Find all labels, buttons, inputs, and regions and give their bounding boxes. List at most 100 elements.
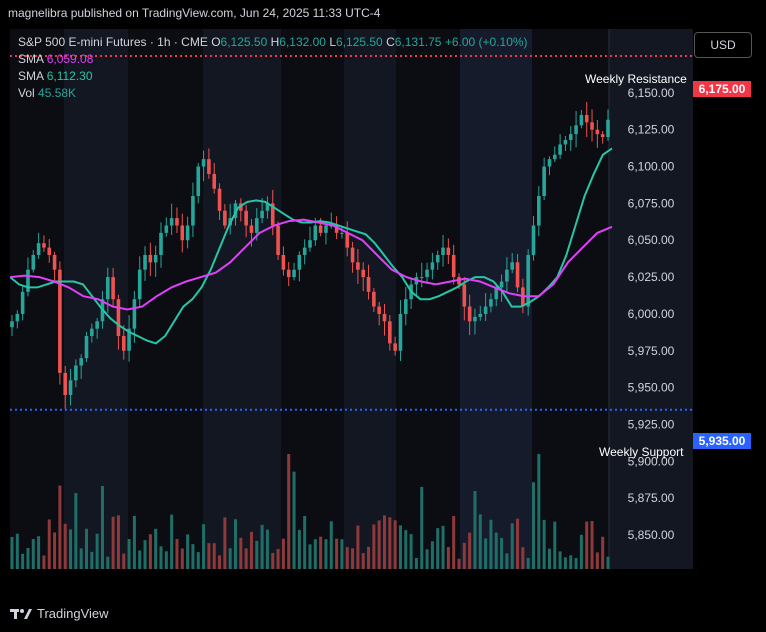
session-band: [532, 29, 610, 569]
volume-bar: [127, 539, 131, 569]
candle-body: [441, 247, 445, 255]
candle-body: [356, 262, 360, 270]
volume-bar: [308, 544, 312, 569]
volume-bar: [297, 529, 301, 569]
candle-body: [164, 225, 169, 233]
volume-bar: [409, 534, 413, 569]
candle-body: [84, 336, 89, 359]
volume-bar: [148, 534, 152, 569]
candle-body: [95, 321, 99, 329]
candle-body: [15, 313, 20, 322]
candle-body: [435, 254, 440, 263]
currency-button[interactable]: USD: [694, 32, 752, 58]
volume-bar: [164, 551, 168, 569]
candle-body: [265, 203, 270, 211]
candle-body: [473, 316, 477, 322]
candle-body: [403, 299, 408, 314]
volume-bar: [292, 471, 296, 569]
tradingview-footer[interactable]: TradingView: [10, 606, 109, 621]
volume-bar: [388, 517, 392, 569]
volume-bar: [31, 539, 35, 569]
published-by: magnelibra published on TradingView.com,…: [8, 6, 381, 20]
volume-bar: [500, 537, 504, 569]
legend-sma-slow[interactable]: SMA 6,059.08: [18, 52, 94, 66]
candle-body: [79, 358, 83, 366]
candle-body: [537, 196, 541, 226]
symbol-name[interactable]: S&P 500 E-mini Futures · 1h · CME: [18, 35, 208, 49]
weekly-resistance-price-tag: 6,175.00: [693, 81, 751, 97]
volume-bar: [47, 519, 51, 569]
candle-body: [217, 188, 222, 211]
volume-bar: [329, 521, 333, 569]
legend-volume[interactable]: Vol 45.58K: [18, 86, 77, 100]
volume-bar: [457, 558, 461, 569]
candle-body: [31, 254, 36, 270]
candle-body: [531, 225, 536, 255]
candle-body: [68, 380, 73, 395]
candle-body: [137, 269, 142, 300]
volume-bar: [372, 524, 376, 569]
volume-bar: [319, 536, 323, 569]
volume-bar: [510, 523, 514, 569]
volume-bar: [436, 528, 440, 569]
candle-body: [308, 240, 312, 248]
price-axis: [609, 29, 693, 569]
volume-bar: [324, 539, 328, 569]
volume-bar: [223, 517, 227, 569]
candle-body: [318, 225, 323, 233]
candle-body: [196, 166, 201, 197]
volume-bar: [212, 543, 216, 569]
candle-body: [462, 284, 467, 307]
volume-bar: [276, 548, 280, 569]
candle-body: [590, 122, 594, 130]
y-tick-label: 6,050.00: [628, 233, 675, 247]
volume-bar: [398, 525, 402, 569]
volume-bar: [196, 552, 200, 569]
volume-bar: [122, 553, 126, 569]
candle-body: [388, 321, 392, 344]
candle-body: [105, 277, 110, 300]
legend-title-line: S&P 500 E-mini Futures · 1h · CME O6,125…: [18, 34, 528, 51]
y-tick-label: 5,950.00: [628, 381, 675, 395]
volume-bar: [154, 528, 158, 569]
candle-body: [254, 218, 259, 233]
candle-body: [169, 218, 174, 226]
candle-body: [478, 313, 483, 317]
volume-bar: [287, 454, 291, 569]
y-tick-label: 5,875.00: [628, 491, 675, 505]
volume-bar: [521, 547, 525, 569]
candle-body: [127, 328, 131, 351]
volume-bar: [202, 524, 206, 569]
volume-bar: [69, 529, 73, 569]
sma-slow-line: [10, 218, 613, 311]
candle-body: [132, 299, 137, 329]
volume-bar: [446, 546, 450, 569]
candle-body: [574, 125, 578, 135]
candle-body: [398, 313, 403, 351]
y-tick-label: 6,100.00: [628, 160, 675, 174]
candle-body: [111, 277, 115, 300]
candle-body: [334, 225, 339, 233]
volume-bar: [494, 532, 498, 569]
volume-bar: [563, 557, 567, 569]
volume-bar: [218, 555, 222, 569]
chart-area[interactable]: 6,150.00 6,125.00 6,100.00 6,075.00 6,050.00…: [10, 29, 693, 569]
session-band: [281, 29, 344, 569]
candle-body: [47, 247, 52, 255]
price-chart[interactable]: 6,150.00 6,125.00 6,100.00 6,075.00 6,050.00…: [10, 29, 693, 569]
candle-body: [419, 277, 424, 279]
volume-bar: [601, 536, 605, 569]
weekly-resistance-label: Weekly Resistance: [585, 72, 687, 86]
candle-body: [297, 254, 302, 270]
candle-body: [547, 159, 552, 167]
candle-body: [36, 243, 41, 255]
volume-bar: [21, 553, 25, 569]
candle-body: [10, 321, 14, 328]
volume-bar: [468, 532, 472, 569]
y-tick-label: 6,075.00: [628, 196, 675, 210]
volume-bar: [377, 520, 381, 569]
volume-bar: [53, 532, 57, 569]
volume-bar: [526, 557, 530, 569]
legend-sma-fast[interactable]: SMA 6,112.30: [18, 69, 93, 83]
y-tick-label: 6,025.00: [628, 270, 675, 284]
